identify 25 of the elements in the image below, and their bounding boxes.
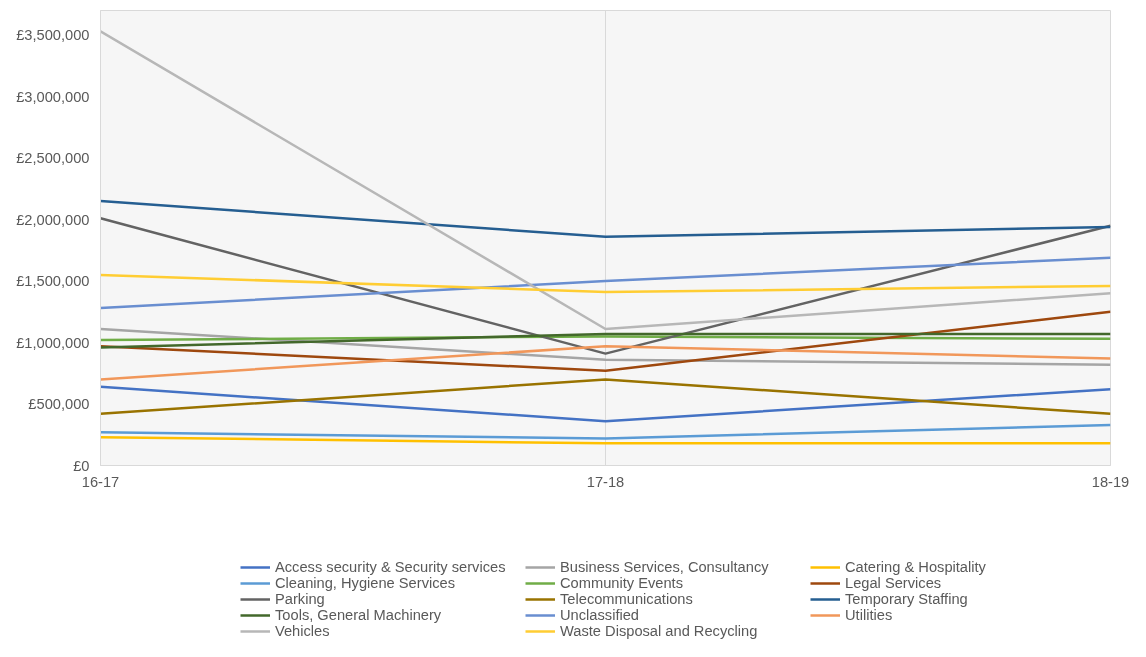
legend-label: Access security & Security services <box>275 559 507 575</box>
x-tick-label: 18-19 <box>1091 473 1130 490</box>
legend-label: Waste Disposal and Recycling <box>560 623 759 639</box>
y-tick-label: £0 <box>73 457 90 474</box>
y-tick-label: £1,000,000 <box>16 334 90 351</box>
legend-label: Cleaning, Hygiene Services <box>275 575 457 591</box>
y-tick-label: £1,500,000 <box>16 273 90 290</box>
y-tick-label: £3,000,000 <box>16 88 90 105</box>
legend-label: Unclassified <box>560 607 640 623</box>
legend-label: Vehicles <box>275 623 331 639</box>
legend-label: Community Events <box>560 575 684 591</box>
y-tick-label: £3,500,000 <box>16 27 90 44</box>
legend-label: Temporary Staffing <box>845 591 969 607</box>
x-tick-label: 16-17 <box>81 473 120 490</box>
legend-label: Parking <box>275 591 326 607</box>
y-tick-label: £500,000 <box>28 396 90 413</box>
legend-label: Business Services, Consultancy <box>560 559 770 575</box>
legend-label: Legal Services <box>845 575 943 591</box>
y-tick-label: £2,500,000 <box>16 150 90 167</box>
legend-label: Telecommunications <box>560 591 694 607</box>
y-tick-label: £2,000,000 <box>16 211 90 228</box>
legend-label: Catering & Hospitality <box>845 559 987 575</box>
legend-label: Utilities <box>845 607 894 623</box>
legend-label: Tools, General Machinery <box>275 607 443 623</box>
x-tick-label: 17-18 <box>586 473 625 490</box>
